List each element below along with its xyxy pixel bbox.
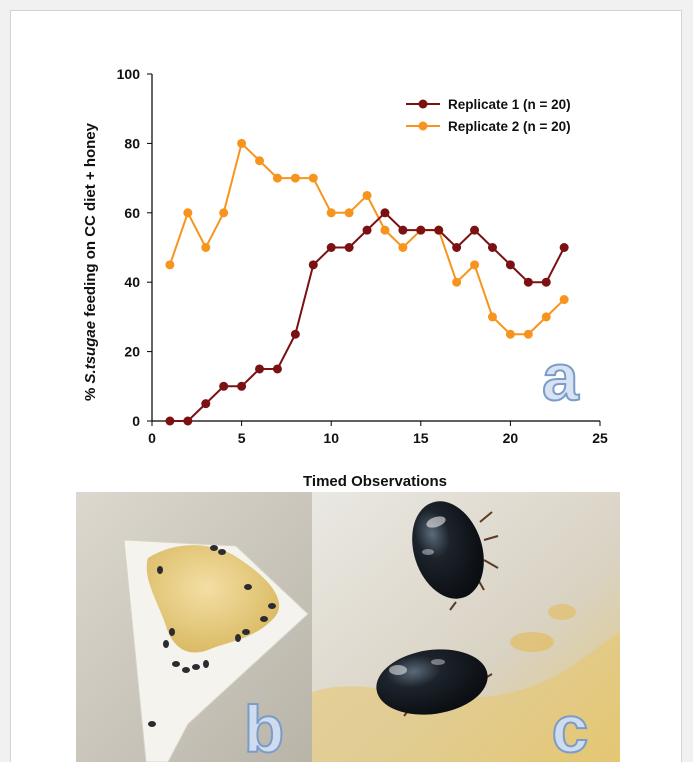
legend-label: Replicate 2 (n = 20)	[448, 119, 571, 134]
panel-label-c: c	[552, 692, 589, 762]
data-point	[505, 260, 515, 270]
x-axis-label: Timed Observations	[303, 473, 447, 490]
line-chart: % S.tsugae feeding on CC diet + honey Ti…	[82, 66, 608, 490]
legend-marker	[418, 121, 428, 131]
y-axis-label-species: S.tsugae	[82, 321, 99, 384]
data-point	[344, 243, 354, 252]
data-point	[344, 208, 354, 218]
data-point	[470, 225, 480, 235]
y-tick-label: 40	[124, 274, 140, 290]
data-point	[398, 225, 408, 235]
data-point	[434, 225, 444, 235]
legend-marker	[418, 99, 428, 109]
data-point	[272, 173, 282, 183]
data-point	[416, 225, 426, 235]
photo-panel-c: c	[312, 492, 620, 762]
y-tick-label: 100	[117, 66, 141, 82]
data-point	[541, 312, 551, 322]
y-tick-label: 0	[132, 413, 140, 429]
x-tick-label: 0	[148, 430, 156, 446]
data-point	[487, 243, 497, 252]
data-point	[505, 329, 515, 339]
data-point	[523, 329, 533, 339]
data-point	[290, 329, 300, 339]
data-point	[290, 173, 300, 183]
data-point	[255, 156, 265, 166]
data-point	[452, 243, 462, 252]
data-point	[308, 173, 318, 183]
chart-legend: Replicate 1 (n = 20) Replicate 2 (n = 20)	[406, 97, 571, 134]
x-tick-label: 20	[503, 430, 519, 446]
data-point	[470, 260, 480, 270]
data-point	[219, 208, 229, 218]
series-2	[165, 138, 569, 339]
data-point	[237, 138, 247, 148]
panel-label-b: b	[244, 692, 284, 762]
panel-label-a: a	[542, 340, 580, 414]
series-line	[168, 141, 565, 336]
data-point	[326, 243, 336, 252]
data-point	[559, 295, 569, 305]
data-point	[541, 277, 551, 287]
data-point	[183, 416, 193, 426]
x-tick-label: 5	[238, 430, 246, 446]
y-tick-label: 80	[124, 135, 140, 151]
data-point	[255, 364, 265, 374]
beetles-closeup-photo: c	[312, 492, 620, 762]
y-axis-label-suffix: feeding on CC diet + honey	[82, 122, 99, 321]
series-line	[169, 211, 566, 422]
x-tick-label: 15	[413, 430, 429, 446]
y-axis-label: % S.tsugae feeding on CC diet + honey	[82, 122, 99, 401]
data-point	[201, 399, 211, 409]
x-tick-label: 10	[323, 430, 339, 446]
data-point	[165, 260, 175, 270]
y-tick-label: 20	[124, 344, 140, 360]
data-point	[380, 208, 390, 218]
beetles-on-diet-photo: b	[76, 492, 312, 762]
data-point	[308, 260, 318, 270]
data-point	[272, 364, 282, 374]
data-point	[523, 277, 533, 287]
data-point	[237, 381, 247, 391]
chart-marks	[165, 138, 569, 426]
data-point	[165, 416, 175, 426]
x-tick-label: 25	[592, 430, 608, 446]
data-point	[380, 225, 390, 235]
y-tick-label: 60	[124, 205, 140, 221]
data-point	[487, 312, 497, 322]
data-point	[452, 277, 462, 287]
data-point	[559, 243, 569, 252]
data-point	[219, 381, 229, 391]
data-point	[183, 208, 193, 218]
y-axis-label-prefix: %	[82, 383, 99, 401]
photo-panel-b: b	[76, 492, 312, 762]
data-point	[201, 243, 211, 252]
chart-axes: 0 20 40 60 80 100 0 5 10 15 20 25	[117, 66, 608, 446]
series-1	[165, 208, 569, 426]
data-point	[326, 208, 336, 218]
data-point	[362, 225, 372, 235]
data-point	[398, 243, 408, 252]
data-point	[362, 190, 372, 200]
legend-label: Replicate 1 (n = 20)	[448, 97, 571, 112]
